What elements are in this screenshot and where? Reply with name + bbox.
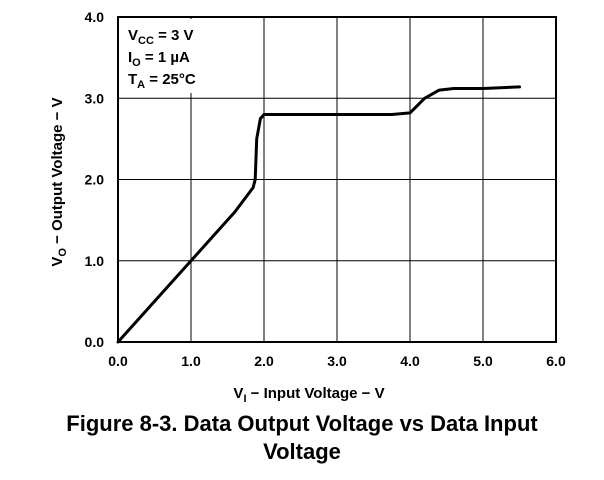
y-axis-label: VO − Output Voltage − V: [49, 97, 69, 266]
x-tick-label: 1.0: [181, 353, 201, 369]
y-tick-label: 3.0: [85, 90, 105, 106]
figure-caption-line-2: Voltage: [263, 439, 341, 464]
x-tick-label: 0.0: [108, 353, 128, 369]
y-tick-label: 1.0: [85, 253, 105, 269]
figure-caption-line-1: Figure 8-3. Data Output Voltage vs Data …: [66, 411, 538, 436]
x-tick-labels: 0.0 1.0 2.0 3.0 4.0 5.0 6.0: [108, 353, 566, 369]
figure-caption: Figure 8-3. Data Output Voltage vs Data …: [0, 410, 604, 466]
y-tick-label: 4.0: [85, 9, 105, 25]
y-tick-labels: 0.0 1.0 2.0 3.0 4.0: [85, 9, 105, 350]
y-tick-label: 0.0: [85, 334, 105, 350]
condition-vcc: VCC = 3 V: [128, 27, 194, 47]
plot-frame: [117, 16, 557, 343]
y-tick-label: 2.0: [85, 172, 105, 188]
x-tick-label: 6.0: [546, 353, 566, 369]
condition-ta: TA = 25°C: [128, 71, 196, 91]
conditions-box-background: [120, 19, 226, 93]
conditions-box: VCC = 3 V IO = 1 µA TA = 25°C: [120, 19, 226, 93]
condition-io: IO = 1 µA: [128, 49, 190, 69]
x-tick-label: 3.0: [327, 353, 347, 369]
x-tick-label: 5.0: [473, 353, 493, 369]
x-tick-label: 4.0: [400, 353, 420, 369]
x-tick-label: 2.0: [254, 353, 274, 369]
chart: 0.0 1.0 2.0 3.0 4.0 5.0 6.0 0.0 1.0 2.0 3.0 4.0 VC…: [49, 9, 566, 405]
series-line: [116, 85, 521, 344]
x-axis-label: VI − Input Voltage − V: [233, 385, 384, 405]
